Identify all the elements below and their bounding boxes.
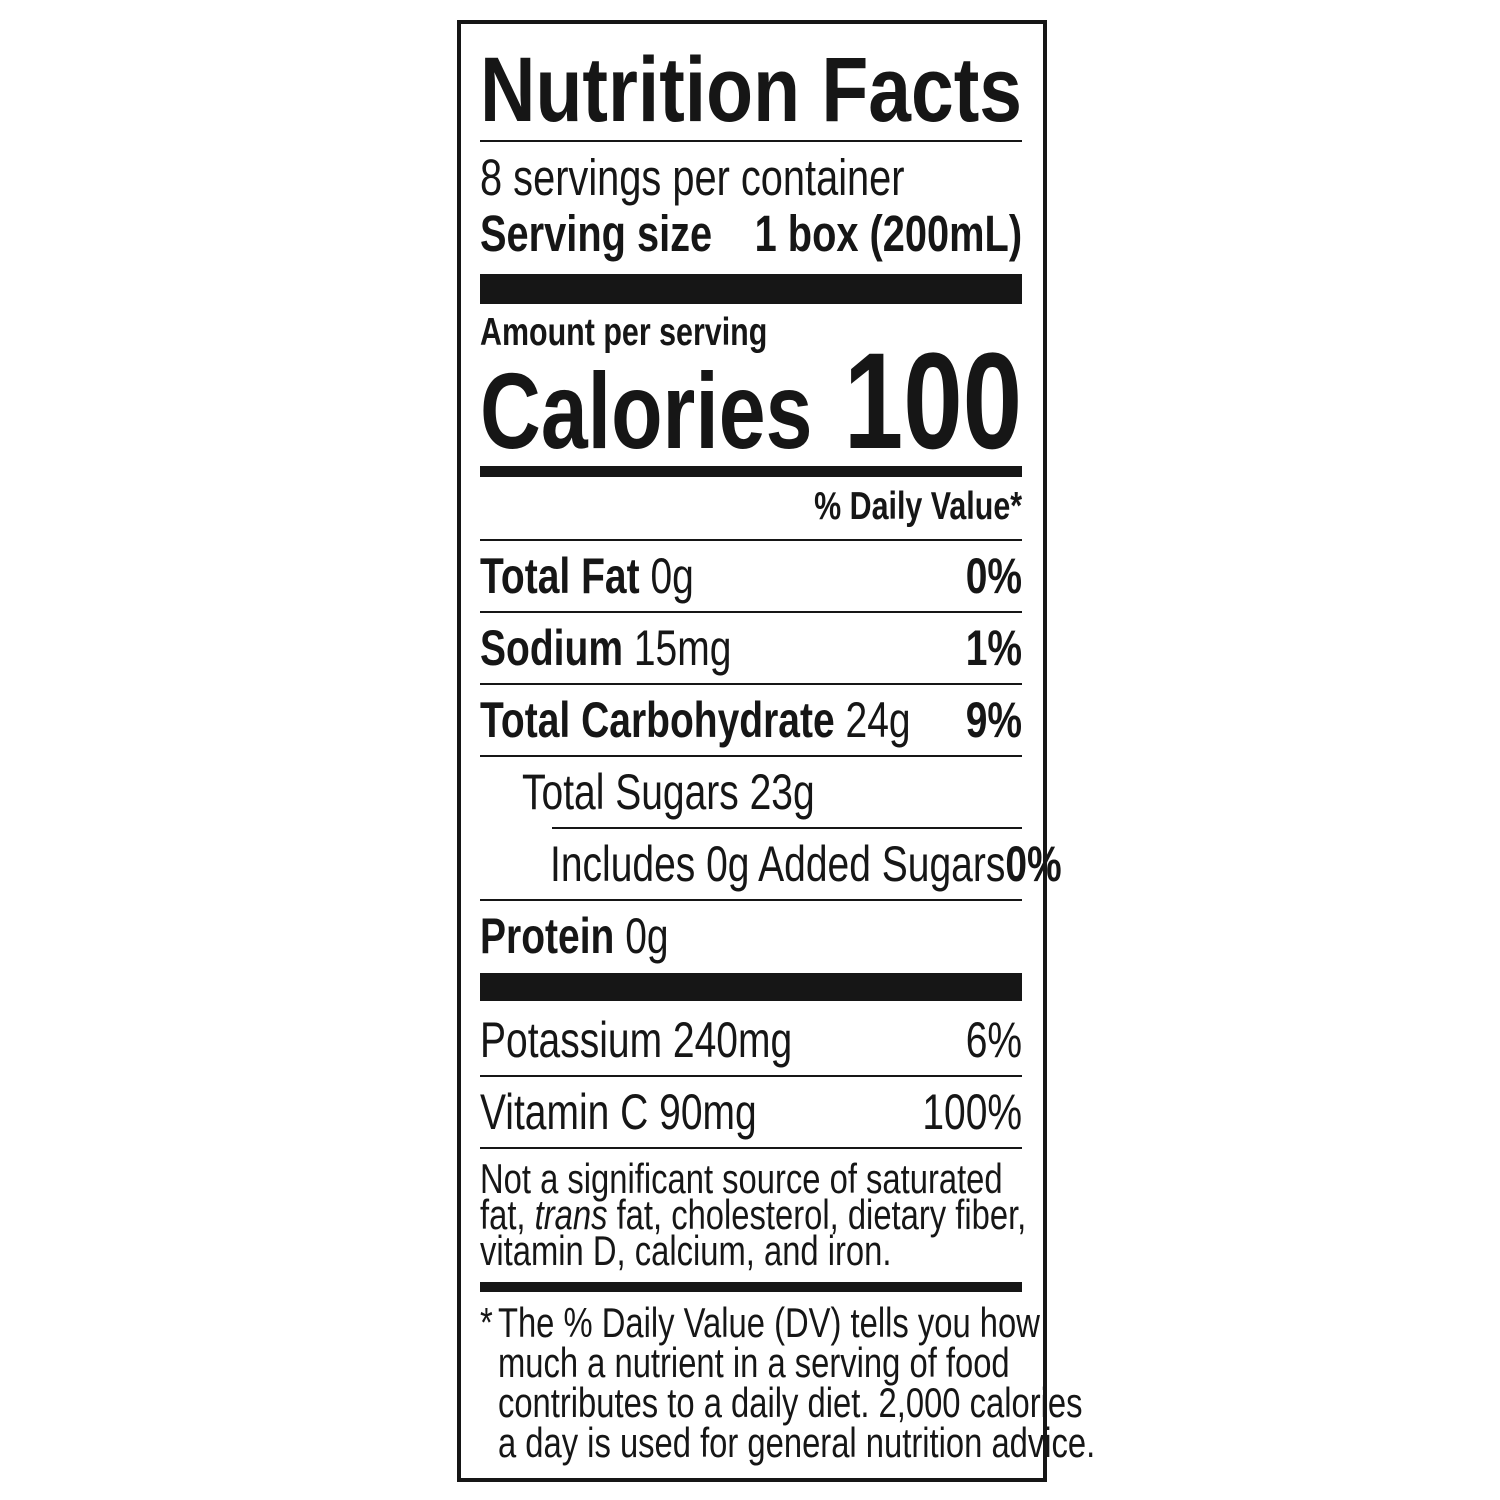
nutrient-row-total-fat: Total Fat 0g 0% (480, 548, 1022, 604)
footnote-line: a day is used for general nutrition advi… (497, 1419, 1096, 1466)
nutrient-amount: 0g (650, 548, 694, 604)
footnote-asterisk: * (480, 1299, 493, 1346)
divider (480, 611, 1022, 613)
calories-value: 100 (843, 325, 1023, 478)
nutrient-name: Total Sugars 23g (522, 764, 815, 820)
daily-value-header: % Daily Value* (814, 485, 1023, 528)
micronutrient-dv: 6% (965, 1012, 1023, 1068)
title-row: Nutrition Facts (480, 39, 1022, 141)
nutrient-name: Includes 0g Added Sugars (550, 836, 1006, 892)
nutrient-amount: 0g (625, 908, 669, 964)
divider (480, 1075, 1022, 1077)
calories-row: Calories 100 (480, 325, 1023, 478)
calories-label: Calories (480, 350, 813, 471)
micronutrient-row-vitamin-c: Vitamin C 90mg 100% (480, 1084, 1022, 1140)
servings-per-container: 8 servings per container (480, 148, 905, 206)
daily-value-footnote: * The % Daily Value (DV) tells you how m… (480, 1299, 1096, 1466)
divider (480, 140, 1022, 142)
nutrient-row-carbohydrate: Total Carbohydrate 24g 9% (480, 692, 1022, 748)
medium-bar (480, 466, 1022, 477)
daily-value-row: % Daily Value* (480, 485, 1023, 528)
footnote-line: much a nutrient in a serving of food (497, 1339, 1010, 1386)
nutrient-name: Total Carbohydrate (480, 692, 835, 748)
divider (480, 755, 1022, 757)
serving-size-label: Serving size (480, 204, 713, 262)
note-line: fat, trans fat, cholesterol, dietary fib… (480, 1194, 1026, 1236)
divider (480, 899, 1022, 901)
nutrient-amount: 24g (845, 692, 911, 748)
divider (480, 1147, 1022, 1149)
nutrient-name: Total Fat (480, 548, 640, 604)
medium-bar (480, 1282, 1022, 1292)
servings-row: 8 servings per container (480, 149, 1022, 206)
title: Nutrition Facts (480, 38, 1023, 141)
thick-bar (480, 973, 1022, 1001)
nutrient-row-added-sugars: Includes 0g Added Sugars 0% (550, 836, 1062, 892)
amount-per-serving-row: Amount per serving (480, 311, 1022, 354)
note-text: fat, cholesterol, dietary fiber, (607, 1191, 1027, 1238)
nutrient-row-sodium: Sodium 15mg 1% (480, 620, 1022, 676)
serving-size-value: 1 box (200mL) (754, 204, 1023, 262)
nutrient-row-total-sugars: Total Sugars 23g (522, 764, 1022, 820)
note-line: Not a significant source of saturated (480, 1155, 1003, 1202)
note-text: fat, (480, 1191, 535, 1238)
micronutrient-row-potassium: Potassium 240mg 6% (480, 1012, 1022, 1068)
thick-bar (480, 274, 1022, 304)
note-line: vitamin D, calcium, and iron. (480, 1227, 892, 1274)
micronutrient-dv: 100% (922, 1084, 1023, 1140)
nutrient-name: Sodium (480, 620, 623, 676)
nutrient-row-protein: Protein 0g (480, 908, 1022, 964)
divider (480, 539, 1022, 541)
nutrient-amount: 15mg (633, 620, 732, 676)
divider (480, 683, 1022, 685)
serving-size-row: Serving size 1 box (200mL) (480, 205, 1022, 262)
footnote-body: The % Daily Value (DV) tells you how muc… (497, 1299, 1096, 1466)
nutrient-dv: 0% (1005, 836, 1062, 892)
amount-per-serving: Amount per serving (480, 311, 768, 354)
divider (552, 827, 1022, 829)
nutrient-name: Protein (480, 908, 615, 964)
nutrient-dv: 1% (965, 620, 1023, 676)
micronutrient-name: Vitamin C 90mg (480, 1084, 757, 1140)
note-italic-text: trans (534, 1191, 608, 1238)
label-border (457, 20, 1047, 1482)
footnote-line: The % Daily Value (DV) tells you how (497, 1299, 1040, 1346)
nutrient-dv: 0% (965, 548, 1023, 604)
micronutrient-name: Potassium 240mg (480, 1012, 793, 1068)
not-significant-note: Not a significant source of saturated fa… (480, 1155, 1026, 1274)
footnote-line: contributes to a daily diet. 2,000 calor… (497, 1379, 1083, 1426)
nutrient-dv: 9% (965, 692, 1023, 748)
